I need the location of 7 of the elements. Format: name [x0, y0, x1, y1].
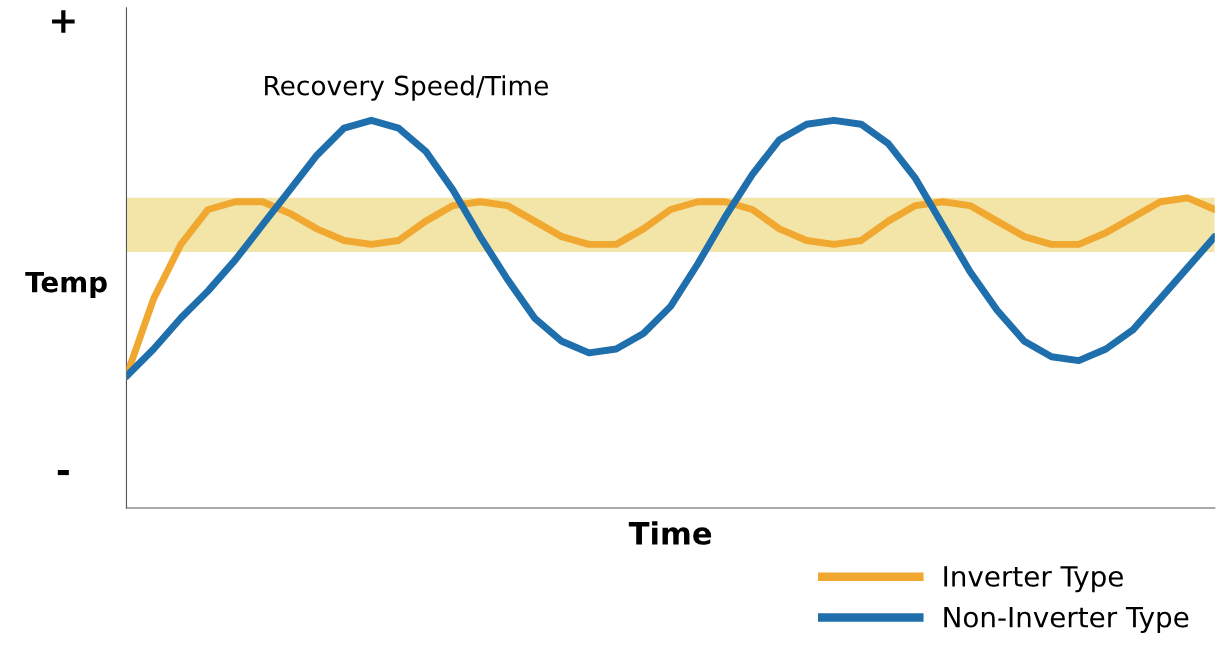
text: +: [52, 10, 75, 33]
text: -: [57, 469, 69, 476]
legend-label: Non-Inverter Type: [944, 606, 1189, 633]
y-axis-title: Temp: [25, 271, 107, 298]
text: Recovery Speed/Time: [265, 75, 549, 101]
legend-label: Inverter Type: [944, 566, 1123, 593]
x-axis-title: Time: [628, 521, 712, 545]
